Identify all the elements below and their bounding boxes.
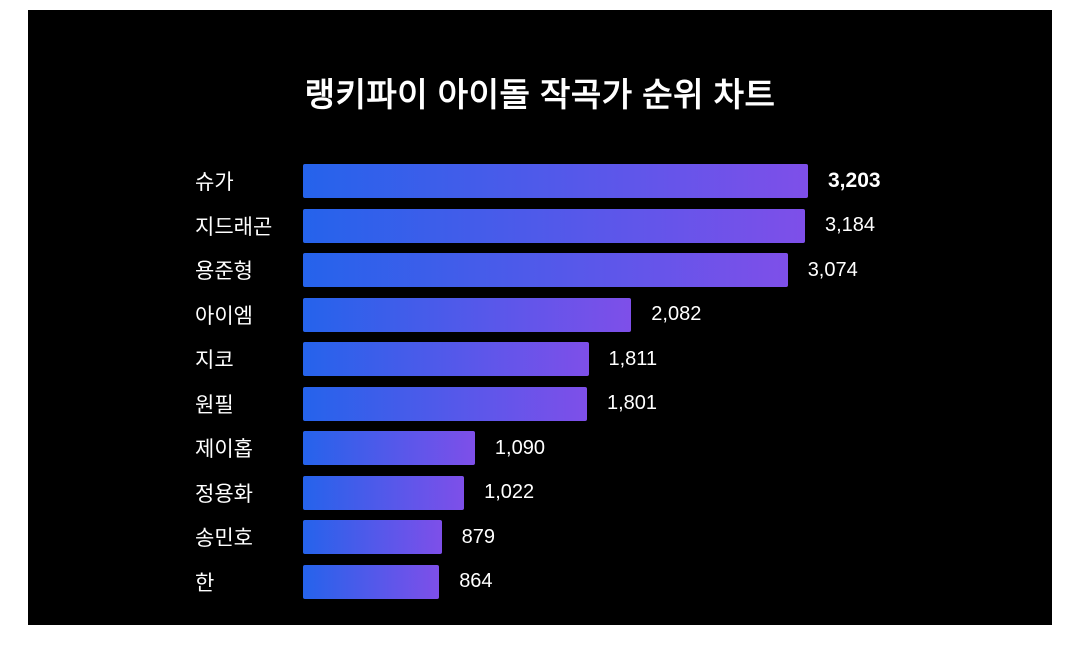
bar <box>303 431 475 465</box>
chart-row: 제이홉 1,090 <box>28 431 1052 465</box>
value-label: 1,801 <box>607 392 658 414</box>
bar <box>303 475 465 510</box>
chart-row: 정용화 1,022 <box>28 475 1052 510</box>
value-label: 1,090 <box>494 436 545 459</box>
chart-row: 지코 1,811 <box>28 342 1052 376</box>
bar <box>303 253 788 287</box>
category-label: 송민호 <box>195 527 253 550</box>
value-label: 3,184 <box>825 214 876 236</box>
chart-row: 지드래곤 3,184 <box>28 208 1052 243</box>
category-label: 원필 <box>195 393 234 417</box>
category-label: 정용화 <box>195 482 253 506</box>
bar <box>303 164 808 198</box>
chart-row: 송민호 879 <box>28 520 1052 554</box>
category-label: 슈가 <box>195 171 234 194</box>
category-label: 제이홉 <box>195 438 253 461</box>
chart-row: 슈가 3,203 <box>28 164 1052 198</box>
bar <box>303 297 632 332</box>
category-label: 아이엠 <box>195 304 253 328</box>
chart-row: 용준형 3,074 <box>28 253 1052 287</box>
chart-card: 랭키파이 아이돌 작곡가 순위 차트 슈가 3,203 지드래곤 3,184 용… <box>28 10 1052 625</box>
category-label: 용준형 <box>195 260 253 283</box>
bar <box>303 520 442 554</box>
value-label: 3,074 <box>807 258 858 281</box>
chart-row: 한 864 <box>28 564 1052 599</box>
category-label: 한 <box>195 571 215 595</box>
bar <box>303 208 805 243</box>
value-label: 864 <box>459 570 493 592</box>
bar <box>303 342 589 376</box>
value-label: 1,022 <box>484 481 535 503</box>
category-label: 지코 <box>195 349 234 372</box>
value-label: 879 <box>461 525 495 548</box>
value-label: 2,082 <box>651 303 702 325</box>
chart-row: 원필 1,801 <box>28 386 1052 421</box>
value-label: 3,203 <box>828 169 881 192</box>
category-label: 지드래곤 <box>195 215 273 239</box>
chart-title: 랭키파이 아이돌 작곡가 순위 차트 <box>304 76 776 113</box>
chart-rows: 슈가 3,203 지드래곤 3,184 용준형 3,074 아이엠 2,082 … <box>28 164 1052 599</box>
bar <box>303 386 587 421</box>
bar <box>303 564 440 599</box>
chart-row: 아이엠 2,082 <box>28 297 1052 332</box>
value-label: 1,811 <box>608 347 658 370</box>
